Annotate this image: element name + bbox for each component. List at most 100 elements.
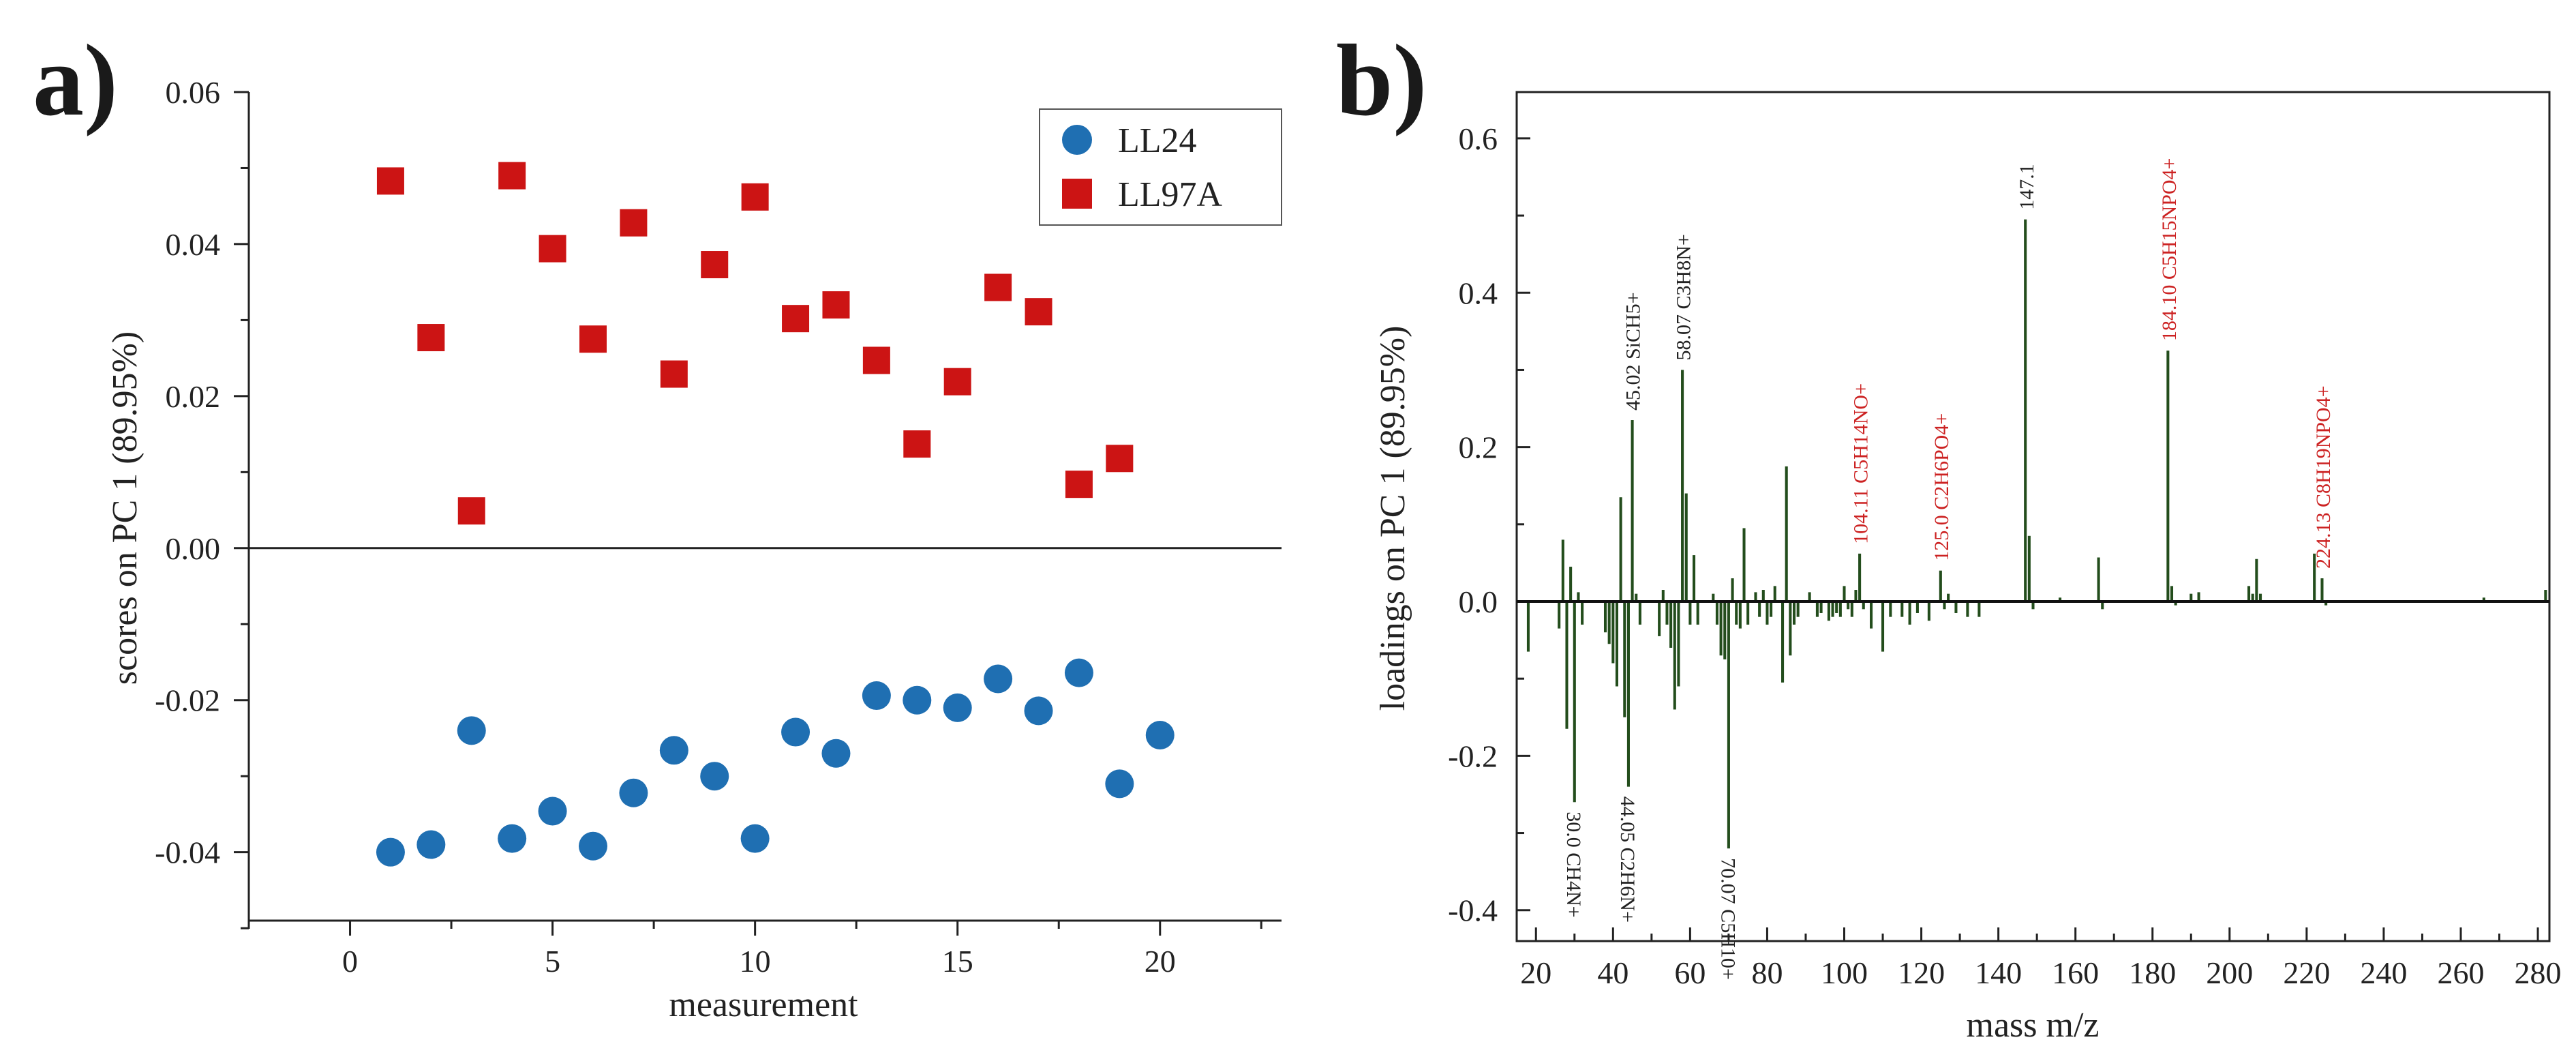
bar-mz-88: [1796, 601, 1800, 617]
bar-mz-135: [1978, 601, 1981, 617]
point-ll24: [619, 778, 648, 807]
bar-mz-222: [2313, 553, 2316, 601]
point-ll24: [457, 716, 486, 745]
bar-mz-103: [1854, 590, 1858, 601]
panel-b-x-axis-label: mass m/z: [1967, 1006, 2100, 1045]
bar-mz-26: [1558, 601, 1561, 629]
x-tick-label: 20: [1520, 955, 1551, 990]
bar-mz-68: [1719, 601, 1723, 656]
peak-annotation: 58.07 C3H8N+: [1672, 234, 1695, 360]
panel-b-y-ticks: -0.4 -0.2 0.0 0.2 0.4 0.6: [1448, 121, 1530, 928]
panel-a-label: a): [33, 24, 118, 137]
x-tick-label: 40: [1597, 955, 1628, 990]
x-tick-label: 160: [2052, 955, 2099, 990]
y-tick-label: -0.04: [155, 835, 220, 870]
panel-b-frame: [1515, 91, 2551, 942]
panel-a-y-axis-label: scores on PC 1 (89.95%): [106, 331, 145, 685]
bar-mz-94: [1819, 601, 1823, 613]
point-ll97a: [984, 273, 1012, 301]
bar-mz-192: [2197, 592, 2200, 601]
bar-mz-205: [2247, 586, 2251, 601]
bar-mz-115: [1900, 601, 1904, 617]
panel-b-label: b): [1336, 24, 1427, 137]
point-ll24: [943, 693, 972, 722]
point-ll24: [700, 762, 729, 791]
panel-b-y-axis-label: loadings on PC 1 (89.95%): [1374, 326, 1412, 711]
point-ll97a: [1106, 445, 1134, 473]
bar-mz-55: [1669, 601, 1673, 648]
bar-mz-67: [1715, 601, 1718, 625]
point-ll97a: [741, 183, 769, 211]
bar-mz-27: [1561, 539, 1564, 601]
bar-mz-28: [1565, 601, 1569, 729]
x-tick-label: 15: [942, 944, 973, 979]
y-tick-label: -0.4: [1448, 893, 1498, 928]
panel-a-series-ll24: [376, 658, 1175, 867]
bar-mz-102: [1850, 601, 1853, 617]
point-ll24: [984, 664, 1013, 694]
bar-mz-31: [1577, 592, 1580, 601]
bar-mz-44: [1626, 601, 1630, 787]
bar-mz-32: [1581, 601, 1584, 625]
bar-mz-122: [1927, 601, 1930, 621]
point-ll97a: [701, 251, 729, 279]
panel-a-series-ll97a: [376, 162, 1134, 525]
bar-mz-40: [1611, 601, 1615, 664]
x-tick-label: 5: [545, 944, 560, 979]
point-ll97a: [620, 209, 648, 237]
panel-a-x-axis-label: measurement: [669, 985, 858, 1024]
bar-mz-225: [2324, 601, 2328, 606]
bar-mz-41: [1615, 601, 1619, 687]
bar-mz-85: [1785, 466, 1788, 601]
bar-mz-61: [1693, 555, 1696, 601]
point-ll97a: [579, 325, 607, 353]
panel-b-x-ticks: 20 40 60 80 100 120 140 160 180 200 220 240 260 280: [1520, 927, 2562, 990]
bar-mz-82: [1773, 586, 1776, 601]
bar-mz-29: [1569, 567, 1573, 601]
point-ll24: [1064, 658, 1093, 687]
bar-mz-117: [1908, 601, 1911, 625]
point-ll24: [498, 824, 527, 853]
bar-mz-208: [2258, 593, 2262, 601]
bar-mz-74: [1742, 528, 1746, 601]
bar-mz-224: [2320, 578, 2324, 601]
bar-mz-167: [2101, 601, 2104, 610]
panel-b: b) -0.4 -0.2 0.0 0.2 0.4 0.6 20 40 60 80 100 120 14…: [1336, 24, 2562, 1045]
legend-marker-ll97a: [1062, 179, 1092, 209]
x-tick-label: 180: [2129, 955, 2176, 990]
point-ll24: [659, 736, 688, 765]
point-ll97a: [660, 360, 688, 388]
point-ll97a: [498, 162, 526, 190]
bar-mz-79: [1761, 590, 1765, 601]
bar-mz-129: [1954, 601, 1958, 613]
bar-mz-60: [1688, 601, 1692, 625]
bar-mz-107: [1870, 601, 1873, 629]
y-tick-label: -0.02: [155, 683, 220, 718]
bar-mz-110: [1881, 601, 1885, 652]
point-ll24: [903, 685, 932, 715]
point-ll24: [1145, 721, 1175, 750]
bar-mz-77: [1754, 592, 1757, 601]
point-ll24: [1024, 696, 1053, 726]
point-ll24: [781, 717, 810, 747]
bar-mz-190: [2189, 593, 2193, 601]
bar-mz-81: [1770, 601, 1773, 617]
bar-mz-71: [1731, 578, 1734, 601]
bar-mz-46: [1635, 593, 1638, 601]
peak-annotation: 184.10 C5H15NPO4+: [2158, 158, 2181, 342]
x-tick-label: 10: [740, 944, 771, 979]
bar-mz-87: [1792, 601, 1796, 625]
bar-mz-149: [2031, 601, 2035, 610]
legend-label-ll24: LL24: [1118, 121, 1197, 160]
x-tick-label: 80: [1751, 955, 1783, 990]
panel-a-legend: LL24 LL97A: [1039, 108, 1282, 226]
bar-mz-104: [1858, 553, 1862, 601]
peak-annotation: 125.0 C2H6PO4+: [1930, 413, 1953, 561]
bar-mz-56: [1673, 601, 1676, 710]
bar-mz-101: [1847, 601, 1850, 610]
bar-mz-156: [2059, 597, 2062, 601]
bar-mz-126: [1943, 601, 1946, 610]
x-tick-label: 240: [2360, 955, 2407, 990]
bar-mz-186: [2174, 601, 2177, 606]
bar-mz-86: [1789, 601, 1792, 656]
